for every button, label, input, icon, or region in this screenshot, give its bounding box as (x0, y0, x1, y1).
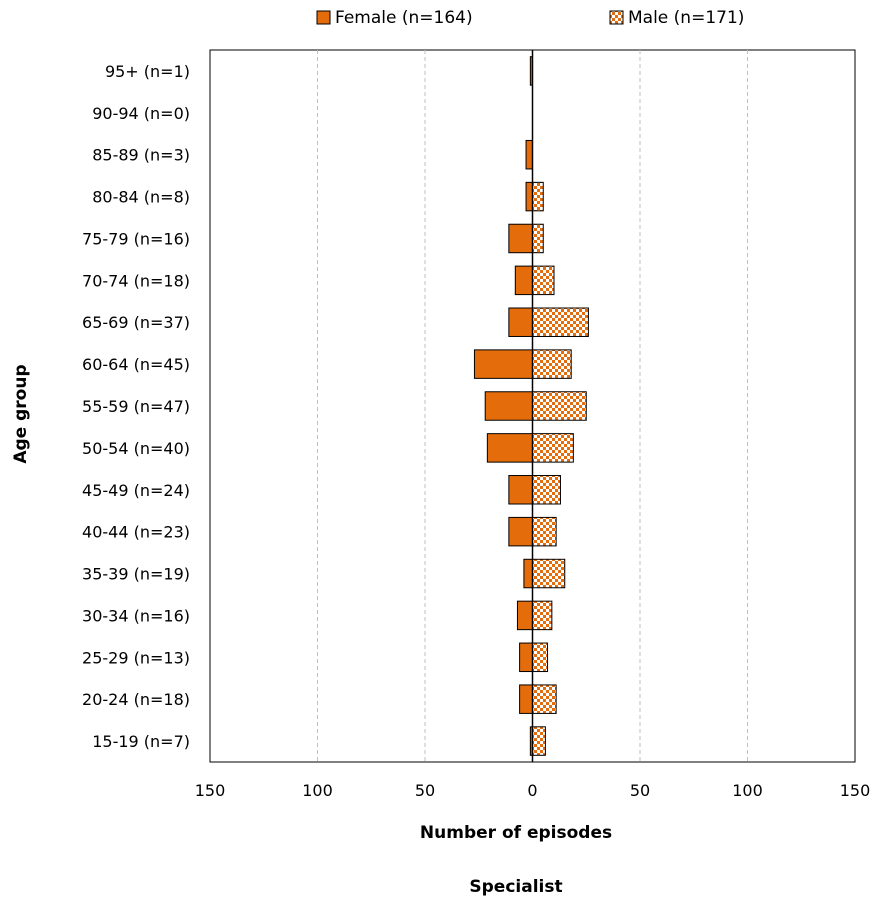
male-bar-11 (532, 516, 557, 547)
x-tick-label-0: 150 (195, 781, 226, 800)
category-label-5: 70-74 (n=18) (82, 271, 190, 290)
x-tick-label-4: 50 (630, 781, 650, 800)
legend-label-male: Male (n=171) (628, 8, 744, 28)
category-label-15: 20-24 (n=18) (82, 690, 190, 709)
female-bar-2 (525, 139, 533, 170)
category-label-6: 65-69 (n=37) (82, 313, 190, 332)
female-bar-14 (519, 642, 533, 673)
category-label-14: 25-29 (n=13) (82, 648, 190, 667)
category-label-12: 35-39 (n=19) (82, 565, 190, 584)
category-label-10: 45-49 (n=24) (82, 481, 190, 500)
category-label-1: 90-94 (n=0) (92, 104, 190, 123)
male-bar-7 (532, 349, 572, 379)
female-bar-4 (508, 223, 534, 254)
female-bar-6 (508, 307, 534, 337)
legend-item-female: Female (n=164) (316, 8, 473, 28)
category-label-13: 30-34 (n=16) (82, 606, 190, 625)
female-bar-5 (514, 265, 533, 296)
male-bar-5 (532, 265, 555, 296)
male-bar-8 (532, 391, 587, 421)
female-bar-13 (516, 600, 534, 631)
legend: Female (n=164) Male (n=171) (316, 8, 744, 28)
male-bar-3 (532, 181, 544, 212)
x-tick-labels: 150 100 50 0 50 100 150 (195, 781, 871, 800)
female-bar-9 (486, 433, 534, 463)
category-label-7: 60-64 (n=45) (82, 355, 190, 374)
x-tick-label-2: 50 (415, 781, 435, 800)
legend-label-female: Female (n=164) (335, 8, 473, 28)
female-bar-15 (519, 684, 533, 714)
category-labels: 95+ (n=1) 90-94 (n=0) 85-89 (n=3) 80-84 (n=… (82, 62, 190, 751)
female-bar-3 (525, 181, 533, 212)
male-bar-10 (532, 475, 561, 505)
x-tick-label-5: 100 (732, 781, 763, 800)
legend-swatch-female (316, 10, 331, 25)
male-bar-9 (532, 433, 574, 463)
female-bar-8 (484, 391, 534, 421)
female-bar-10 (508, 475, 534, 505)
x-axis-title: Number of episodes (420, 823, 612, 843)
female-bar-11 (508, 516, 534, 547)
category-label-8: 55-59 (n=47) (82, 397, 190, 416)
male-bar-16 (532, 726, 546, 756)
chart-caption: Specialist (469, 877, 562, 897)
male-bar-12 (532, 558, 566, 589)
bars (473, 56, 589, 756)
category-label-11: 40-44 (n=23) (82, 523, 190, 542)
category-label-16: 15-19 (n=7) (92, 732, 190, 751)
female-bar-12 (523, 558, 534, 589)
female-bar-7 (473, 349, 534, 379)
x-tick-label-6: 150 (840, 781, 871, 800)
male-bar-14 (532, 642, 549, 673)
male-bar-15 (532, 684, 557, 714)
category-label-2: 85-89 (n=3) (92, 146, 190, 165)
category-label-4: 75-79 (n=16) (82, 229, 190, 248)
category-label-0: 95+ (n=1) (105, 62, 190, 81)
male-bar-13 (532, 600, 553, 631)
legend-swatch-male (609, 10, 624, 25)
category-label-3: 80-84 (n=8) (92, 188, 190, 207)
male-bar-6 (532, 307, 589, 337)
x-tick-label-1: 100 (302, 781, 333, 800)
male-bar-4 (532, 223, 544, 254)
y-axis-title: Age group (11, 364, 31, 463)
x-tick-label-3: 0 (527, 781, 537, 800)
legend-item-male: Male (n=171) (609, 8, 744, 28)
category-label-9: 50-54 (n=40) (82, 439, 190, 458)
